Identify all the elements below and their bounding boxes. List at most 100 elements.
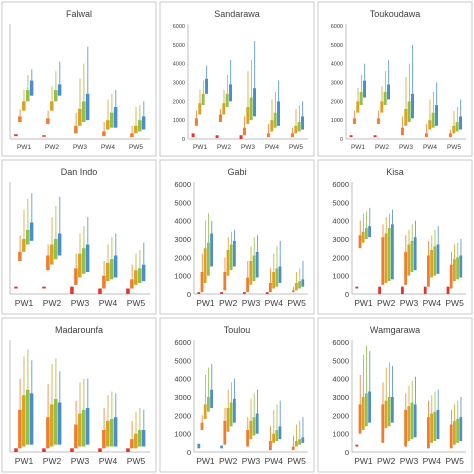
bar [459,417,463,441]
bar [358,235,362,249]
x-tick-label: PW3 [400,298,419,308]
bar [134,125,138,134]
bar [197,292,201,294]
chart-title: Madarounfa [55,325,103,335]
bar [431,112,435,128]
chart-panel: Wamgarawa 0 1000 2000 3000 4000 5000 6000 PW1 PW2… [317,317,473,473]
bar [81,248,86,274]
bar [291,446,295,451]
bar [277,101,280,126]
y-tick-label: 6000 [173,24,185,30]
bar [70,286,74,294]
x-tick-label: PW4 [265,144,279,151]
bar [456,257,459,280]
chart-panel: Kisa 0 1000 2000 3000 4000 5000 6000 PW1 PW2 PW3 PW… [317,159,473,315]
bar [456,419,459,443]
y-tick-label: 1000 [174,272,191,281]
y-tick-label: 3000 [173,81,185,87]
bar [14,134,18,137]
y-tick-label: 2000 [332,411,349,420]
panel-frame [159,317,315,473]
bar [218,114,222,123]
bar [14,286,18,289]
bar [215,135,219,139]
x-tick-label: PW3 [71,298,90,308]
bar [113,417,118,447]
bar [130,439,134,449]
bar [435,105,438,126]
bar [102,430,106,449]
x-tick-label: PW5 [445,456,464,466]
y-tick-label: 4000 [332,217,349,226]
bar [383,91,387,106]
bar [229,244,233,271]
bar [349,135,353,138]
x-tick-label: PW3 [71,456,90,466]
bar [433,246,437,276]
bar [364,228,368,239]
y-tick-label: 5000 [331,43,343,49]
bar [239,135,243,139]
chart-title: Kisa [386,167,404,177]
bar [249,97,253,121]
bar [355,444,359,447]
bar [404,251,408,285]
bar [290,133,294,138]
bar [380,101,384,113]
chart-panel: Dan Indo PW1 PW2 PW3 PW4 PW5 [1,159,157,315]
bar [113,255,118,278]
y-tick-label: 2000 [174,253,191,262]
bar [194,118,198,126]
bar [449,264,453,289]
bar [413,237,417,271]
x-tick-label: PW2 [377,456,396,466]
x-tick-label: PW2 [375,144,389,151]
x-tick-label: PW1 [354,456,373,466]
bar [42,448,46,452]
y-tick-label: 2000 [173,99,185,105]
y-tick-label: 6000 [332,180,349,189]
bar [448,133,452,138]
bar [368,226,371,238]
bar [449,424,453,449]
bar [70,448,74,452]
bar [411,93,414,119]
bar [130,279,134,289]
x-tick-label: PW3 [73,144,87,151]
bar [255,413,259,434]
bar [134,270,138,285]
bar [25,90,30,102]
bar [272,272,275,289]
bar [130,133,134,138]
y-tick-label: 1000 [331,118,343,124]
bar [191,133,195,138]
bar [225,93,229,107]
bar [85,244,90,272]
bar [203,248,207,283]
bar [25,229,30,245]
bar [198,103,202,115]
x-tick-label: PW5 [127,456,146,466]
bar [373,135,377,138]
bar [25,389,30,445]
bar [359,91,363,106]
bar [453,259,456,282]
x-tick-label: PW2 [219,298,238,308]
x-tick-label: PW4 [423,456,442,466]
y-tick-label: 2000 [174,411,191,420]
bar [298,439,301,445]
y-tick-label: 0 [187,290,191,299]
x-tick-label: PW5 [447,144,461,151]
y-tick-label: 4000 [174,375,191,384]
bar [109,112,114,128]
bar [210,389,213,408]
y-tick-label: 6000 [174,338,191,347]
bar [275,430,279,441]
y-tick-label: 3000 [174,235,191,244]
bar [436,244,440,274]
bar [210,233,213,267]
bar [29,80,34,96]
bar [387,228,391,282]
bar [446,286,450,294]
